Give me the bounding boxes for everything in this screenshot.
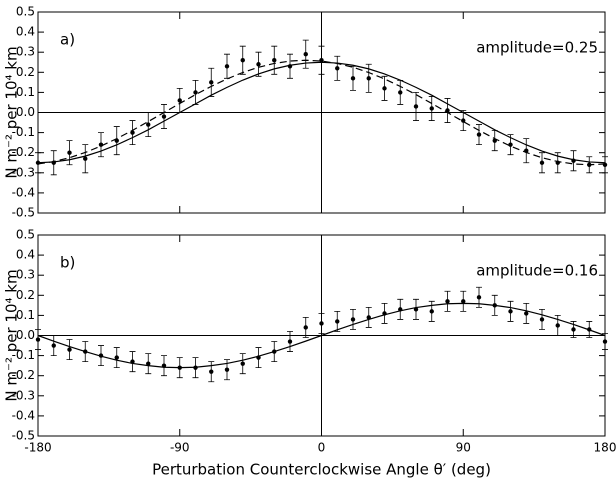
data-point <box>350 76 356 81</box>
data-point <box>272 58 277 63</box>
data-point <box>256 62 261 67</box>
data-point <box>398 90 403 95</box>
y-tick-label: 0.4 <box>16 248 35 262</box>
panel-label: a) <box>60 31 75 49</box>
data-point <box>319 321 324 326</box>
y-tick-label: 0.0 <box>16 328 35 342</box>
data-point <box>146 122 151 127</box>
y-tick-label: -0.4 <box>12 408 35 422</box>
data-point <box>508 142 513 147</box>
data-point <box>413 104 419 109</box>
x-tick-label: -90 <box>170 441 190 455</box>
data-point <box>161 114 167 119</box>
data-point <box>287 339 293 344</box>
y-tick-label: 0.1 <box>16 308 35 322</box>
y-tick-label: 0.5 <box>16 5 35 19</box>
y-tick-label: 0.4 <box>16 25 35 39</box>
y-tick-label: -0.2 <box>12 145 35 159</box>
data-point <box>303 325 308 330</box>
data-point <box>539 160 545 165</box>
annotation: amplitude=0.16 <box>476 262 598 280</box>
data-point <box>98 142 104 147</box>
data-point <box>602 339 608 344</box>
y-tick-label: 0.1 <box>16 85 35 99</box>
data-point <box>240 58 245 63</box>
data-point <box>319 58 324 63</box>
data-point <box>303 52 308 57</box>
data-point <box>429 106 434 111</box>
data-point <box>461 299 466 304</box>
fit-curve <box>37 302 606 369</box>
y-tick-label: -0.3 <box>12 388 35 402</box>
data-point <box>335 319 340 324</box>
x-tick-label: 0 <box>318 441 326 455</box>
data-point <box>209 369 214 374</box>
data-point <box>476 295 482 300</box>
data-point <box>524 311 529 316</box>
data-point <box>240 361 245 366</box>
x-tick-label: 180 <box>594 441 616 455</box>
y-axis-label: N m⁻² per 10⁴ km <box>3 269 21 401</box>
y-tick-label: 0.2 <box>16 288 35 302</box>
y-tick-label: -0.1 <box>12 348 35 362</box>
data-point <box>177 98 182 103</box>
data-point <box>429 309 434 314</box>
data-point <box>571 327 576 332</box>
y-tick-label: -0.1 <box>12 125 35 139</box>
y-tick-label: -0.3 <box>12 165 35 179</box>
data-point <box>508 309 513 314</box>
data-point <box>83 156 88 161</box>
x-tick-label: -180 <box>24 441 51 455</box>
data-point <box>146 361 151 366</box>
data-point <box>382 86 387 91</box>
data-point <box>335 66 340 71</box>
fit-curve <box>37 59 606 166</box>
y-tick-label: 0.3 <box>16 45 35 59</box>
x-tick-label: 90 <box>456 441 471 455</box>
data-point <box>114 355 119 360</box>
y-tick-label: -0.5 <box>12 206 35 220</box>
y-axis-label: N m⁻² per 10⁴ km <box>3 46 21 178</box>
data-point <box>67 347 72 352</box>
panel-label: b) <box>60 254 75 272</box>
data-point <box>224 64 230 69</box>
data-point <box>350 317 356 322</box>
data-point <box>445 299 450 304</box>
data-point <box>366 76 371 81</box>
data-point <box>209 80 214 85</box>
data-point <box>476 132 482 137</box>
data-point <box>555 323 560 328</box>
y-tick-label: 0.5 <box>16 228 35 242</box>
data-point <box>51 343 56 348</box>
annotation: amplitude=0.25 <box>476 39 598 57</box>
data-point <box>193 90 198 95</box>
y-tick-label: -0.4 <box>12 185 35 199</box>
y-tick-label: 0.2 <box>16 65 35 79</box>
x-axis-label: Perturbation Counterclockwise Angle θ′ (… <box>152 461 491 479</box>
y-tick-label: 0.3 <box>16 268 35 282</box>
y-tick-label: -0.5 <box>12 429 35 443</box>
data-point <box>539 317 545 322</box>
data-point <box>35 337 41 342</box>
fit-curve <box>37 61 606 164</box>
y-tick-label: -0.2 <box>12 368 35 382</box>
data-point <box>224 367 230 372</box>
data-point <box>67 150 72 155</box>
y-tick-label: 0.0 <box>16 105 35 119</box>
